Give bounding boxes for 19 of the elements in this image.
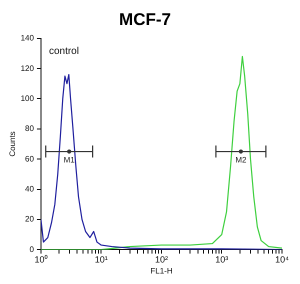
text: control — [48, 46, 79, 58]
y-tick-label: 20 — [25, 214, 34, 224]
y-tick-label: 80 — [25, 124, 34, 134]
x-tick-label: 10⁴ — [275, 254, 290, 264]
data-label: M1 — [64, 156, 76, 165]
y-tick-label: 140 — [20, 34, 34, 43]
data-label: M2 — [235, 156, 247, 165]
x-tick-label: 10² — [154, 254, 168, 264]
x-axis-title: FL1-H — [150, 266, 173, 276]
y-tick-label: 60 — [25, 154, 34, 164]
y-tick-label: 120 — [20, 64, 34, 73]
y-tick-label: 0 — [29, 244, 34, 254]
y-tick-label: 100 — [20, 94, 34, 103]
x-tick-label: 10¹ — [94, 254, 108, 264]
y-tick-label: 40 — [25, 184, 34, 194]
chart-title: MCF-7 — [119, 10, 171, 29]
y-axis-title: Counts — [8, 131, 18, 157]
x-tick-label: 10⁰ — [34, 254, 48, 264]
x-tick-label: 10³ — [215, 254, 228, 264]
